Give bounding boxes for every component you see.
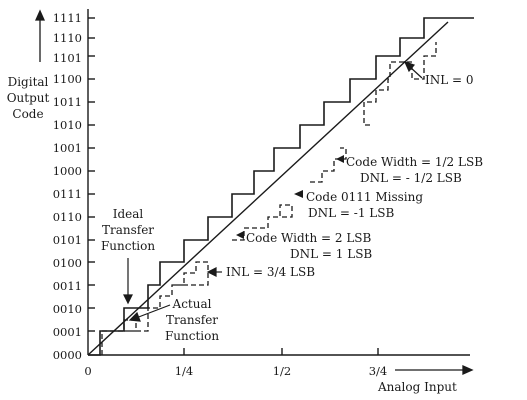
missing-dnl-label: DNL = -1 LSB bbox=[308, 206, 394, 220]
y-tick-label: 0001 bbox=[53, 325, 82, 339]
x-label-arrowhead bbox=[462, 364, 474, 376]
actual-label-line: Transfer bbox=[166, 313, 218, 327]
y-tick-label: 0110 bbox=[53, 210, 82, 224]
x-tick-label: 1/2 bbox=[273, 364, 292, 378]
ideal-label-line: Ideal bbox=[113, 207, 144, 221]
actual-transfer-annotation: Actual Transfer Function bbox=[165, 297, 219, 343]
y-tick-label: 0010 bbox=[53, 302, 82, 316]
y-tick-label: 1110 bbox=[53, 31, 82, 45]
ideal-pointer bbox=[123, 258, 133, 305]
x-tick-label: 0 bbox=[84, 364, 91, 378]
code-width-half-label: Code Width = 1/2 LSB bbox=[346, 155, 483, 169]
y-tick-label: 0111 bbox=[53, 187, 82, 201]
y-axis-title-line: Output bbox=[7, 91, 50, 105]
y-ticks bbox=[88, 17, 95, 332]
y-tick-label: 1100 bbox=[53, 72, 82, 86]
ideal-staircase-top bbox=[363, 42, 437, 126]
y-label-arrowhead bbox=[34, 9, 46, 21]
y-tick-label: 0000 bbox=[53, 348, 82, 362]
y-tick-label: 1101 bbox=[53, 51, 82, 65]
ideal-staircase-upper bbox=[310, 147, 347, 183]
x-tick-label: 1/4 bbox=[175, 364, 194, 378]
actual-staircase bbox=[88, 17, 474, 356]
y-tick-label: 1000 bbox=[53, 164, 82, 178]
inl-zero-label: INL = 0 bbox=[425, 73, 474, 87]
y-tick-label: 1011 bbox=[53, 95, 82, 109]
actual-pointer bbox=[128, 304, 171, 322]
y-tick-label: 1001 bbox=[53, 141, 82, 155]
code-width-half-pointer bbox=[336, 155, 344, 163]
actual-label-line: Actual bbox=[172, 297, 212, 311]
code-width-two-label: Code Width = 2 LSB bbox=[246, 231, 372, 245]
y-tick-labels: 0000 0001 0010 0011 0100 0101 0110 0111 … bbox=[53, 11, 82, 362]
dnl-half-label: DNL = - 1/2 LSB bbox=[360, 171, 462, 185]
y-tick-label: 0101 bbox=[53, 233, 82, 247]
axes bbox=[87, 9, 470, 356]
x-tick-labels: 0 1/4 1/2 3/4 bbox=[84, 364, 387, 378]
code-width-two-pointer bbox=[236, 231, 244, 239]
actual-label-line: Function bbox=[165, 329, 219, 343]
y-tick-label: 0100 bbox=[53, 256, 82, 270]
axis-arrows bbox=[34, 9, 474, 376]
missing-code-pointer bbox=[294, 190, 303, 198]
inl-three-quarter-pointer bbox=[206, 267, 222, 277]
y-axis-title-line: Code bbox=[12, 107, 43, 121]
missing-code-label: Code 0111 Missing bbox=[306, 190, 423, 204]
x-axis-title: Analog Input bbox=[377, 380, 457, 394]
ideal-label-line: Function bbox=[101, 239, 155, 253]
x-tick-label: 3/4 bbox=[369, 364, 388, 378]
y-axis-title: Digital Output Code bbox=[7, 75, 50, 121]
y-tick-label: 1111 bbox=[53, 11, 82, 25]
dnl-one-label: DNL = 1 LSB bbox=[290, 247, 372, 261]
inl-three-quarter-label: INL = 3/4 LSB bbox=[226, 265, 315, 279]
y-axis-title-line: Digital bbox=[8, 75, 49, 89]
x-ticks bbox=[183, 348, 379, 355]
ideal-transfer-annotation: Ideal Transfer Function bbox=[101, 207, 155, 253]
ideal-transfer-line bbox=[87, 21, 449, 356]
y-tick-label: 1010 bbox=[53, 118, 82, 132]
inl-zero-pointer bbox=[403, 61, 423, 79]
y-tick-label: 0011 bbox=[53, 279, 82, 293]
ideal-label-line: Transfer bbox=[102, 223, 154, 237]
ideal-staircase bbox=[101, 261, 209, 355]
